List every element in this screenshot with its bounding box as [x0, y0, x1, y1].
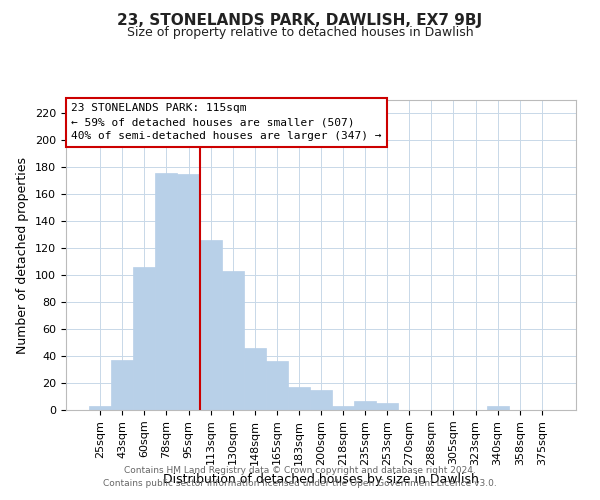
Text: 23, STONELANDS PARK, DAWLISH, EX7 9BJ: 23, STONELANDS PARK, DAWLISH, EX7 9BJ [118, 12, 482, 28]
Text: Contains HM Land Registry data © Crown copyright and database right 2024.
Contai: Contains HM Land Registry data © Crown c… [103, 466, 497, 487]
Bar [288, 387, 310, 410]
Bar [376, 404, 398, 410]
Bar [221, 271, 244, 410]
Bar [310, 390, 332, 410]
Bar [354, 400, 376, 410]
Bar [244, 348, 266, 410]
Bar [487, 406, 509, 410]
Text: Size of property relative to detached houses in Dawlish: Size of property relative to detached ho… [127, 26, 473, 39]
Bar [200, 240, 221, 410]
Bar [89, 406, 111, 410]
Y-axis label: Number of detached properties: Number of detached properties [16, 156, 29, 354]
X-axis label: Distribution of detached houses by size in Dawlish: Distribution of detached houses by size … [163, 473, 479, 486]
Bar [178, 174, 200, 410]
Bar [266, 362, 288, 410]
Bar [332, 406, 354, 410]
Bar [133, 267, 155, 410]
Text: 23 STONELANDS PARK: 115sqm
← 59% of detached houses are smaller (507)
40% of sem: 23 STONELANDS PARK: 115sqm ← 59% of deta… [71, 103, 382, 141]
Bar [155, 173, 178, 410]
Bar [111, 360, 133, 410]
